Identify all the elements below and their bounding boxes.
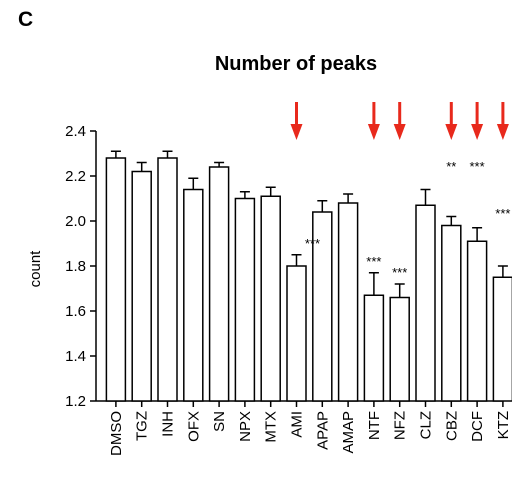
x-tick-label: INH — [160, 411, 177, 437]
x-tick-label: CBZ — [443, 411, 460, 441]
x-tick-label: AMI — [289, 411, 306, 438]
y-tick-label: 1.8 — [65, 258, 86, 275]
significance-label: *** — [470, 159, 485, 174]
bar — [363, 294, 385, 402]
bar — [105, 157, 127, 402]
arrow-head — [496, 124, 509, 140]
x-tick-label: APAP — [314, 411, 331, 450]
bar — [441, 224, 462, 402]
bar — [492, 276, 512, 402]
bar — [183, 188, 204, 402]
significance-label: *** — [392, 265, 407, 280]
error-bars — [110, 150, 508, 298]
bar — [415, 204, 436, 402]
x-tick-label: OFX — [185, 411, 202, 442]
y-tick-label: 2.2 — [65, 168, 86, 185]
x-tick-label: TGZ — [134, 411, 151, 441]
arrows — [290, 102, 509, 140]
significance-labels: *********** ****** — [305, 159, 511, 280]
arrow-head — [393, 124, 406, 140]
x-tick-label: NPX — [237, 411, 254, 442]
bar — [466, 240, 488, 402]
y-tick-label: 1.6 — [65, 303, 86, 320]
arrow-head — [471, 124, 484, 140]
y-tick-label: 1.4 — [65, 348, 86, 365]
x-tick-label: KTZ — [495, 411, 512, 439]
x-ticks: DMSO TGZ INH OFX SN NPX MTX AMI APAP AMAP NTF NFZ CL… — [108, 401, 512, 456]
arrow-head — [445, 124, 458, 140]
x-tick-label: DCF — [469, 411, 486, 442]
arrow-head — [367, 124, 380, 140]
bar — [157, 157, 178, 402]
x-tick-label: MTX — [263, 411, 280, 443]
significance-label: *** — [305, 236, 320, 251]
bar — [234, 197, 256, 402]
bar — [131, 170, 152, 402]
significance-label: *** — [366, 254, 381, 269]
bars — [105, 157, 512, 402]
x-tick-label: AMAP — [340, 411, 357, 454]
y-ticks: 1.2 1.4 1.6 1.8 2.0 2.2 2.4 — [65, 123, 96, 410]
chart-title: Number of peaks — [215, 53, 377, 75]
x-tick-label: CLZ — [418, 411, 435, 439]
y-tick-label: 1.2 — [65, 393, 86, 410]
y-tick-label: 2.4 — [65, 123, 86, 140]
x-tick-label: DMSO — [108, 411, 125, 456]
y-axis-label: count — [27, 250, 44, 288]
bar — [286, 265, 307, 402]
bar — [337, 202, 359, 402]
arrow-head — [290, 124, 303, 140]
y-tick-label: 2.0 — [65, 213, 86, 230]
x-tick-label: NFZ — [392, 411, 409, 440]
bar — [208, 166, 230, 402]
x-tick-label: NTF — [366, 411, 383, 440]
panel-label: C — [18, 8, 33, 31]
x-tick-label: SN — [211, 411, 228, 432]
bar — [389, 296, 410, 402]
significance-label: *** — [495, 206, 510, 221]
bar — [260, 195, 281, 402]
significance-label: ** — [446, 159, 456, 174]
